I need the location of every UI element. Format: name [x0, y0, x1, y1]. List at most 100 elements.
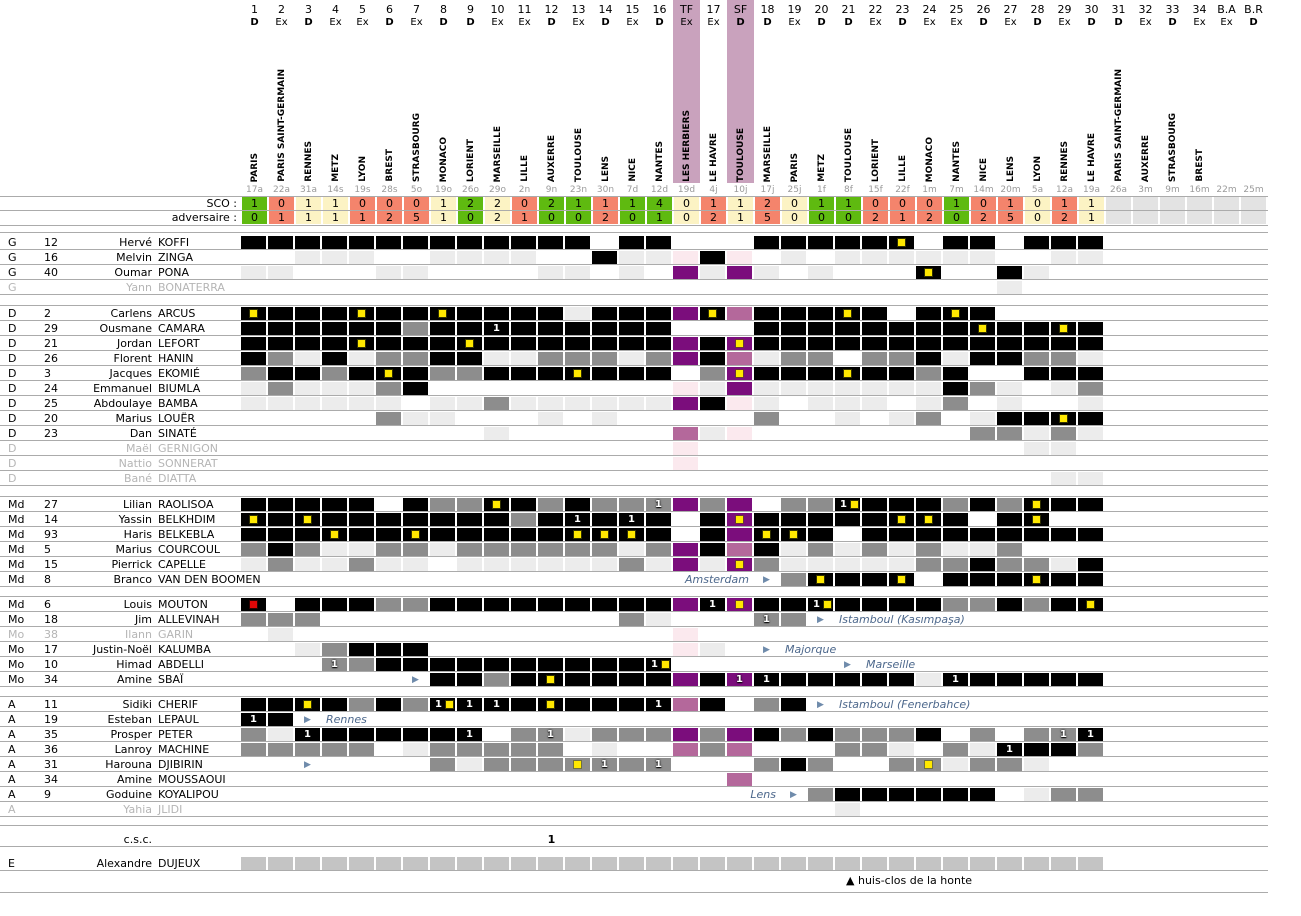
match-cell — [835, 573, 860, 586]
match-cell — [268, 857, 293, 870]
match-type: Ex — [1139, 17, 1152, 28]
match-cell — [808, 528, 833, 541]
match-cell — [592, 397, 617, 410]
match-cell — [754, 322, 779, 335]
match-cell — [1078, 236, 1103, 249]
match-cell — [970, 236, 995, 249]
shirt-number: 34 — [44, 773, 58, 786]
match-cell — [862, 322, 887, 335]
match-cell — [781, 673, 806, 686]
sco-score-cell — [1241, 197, 1266, 210]
match-cell — [295, 528, 320, 541]
match-cell — [376, 513, 401, 526]
match-cell: 1 — [943, 673, 968, 686]
sco-score-cell: 1 — [701, 197, 726, 210]
goal-count: 1 — [763, 614, 770, 625]
player-lastname: CAMARA — [158, 322, 205, 335]
match-number: 3 — [305, 3, 312, 16]
match-cell — [268, 613, 293, 626]
adversaire-row-label: adversaire : — [171, 211, 237, 224]
adversaire-score-cell: 5 — [998, 211, 1023, 224]
opponent-name: LORIENT — [465, 138, 476, 182]
match-cell — [430, 673, 455, 686]
match-cell — [376, 307, 401, 320]
yellow-card-icon — [736, 340, 743, 347]
match-cell — [538, 658, 563, 671]
row-divider — [0, 496, 1268, 497]
match-cell: 1 — [565, 513, 590, 526]
match-cell — [619, 558, 644, 571]
match-cell — [1051, 598, 1076, 611]
opponent-name: MONACO — [924, 136, 935, 182]
match-cell — [700, 337, 725, 350]
player-row: D 21 Jordan LEFORT — [0, 336, 1268, 351]
sco-score-cell: 2 — [539, 197, 564, 210]
match-cell — [889, 598, 914, 611]
match-cell — [943, 236, 968, 249]
opponent-name-wrap: LE HAVRE — [1078, 32, 1105, 182]
position-label: E — [8, 857, 15, 870]
opponent-name: MARSEILLE — [762, 125, 773, 182]
opponent-name: PARIS — [249, 152, 260, 183]
adversaire-score-cell: 2 — [701, 211, 726, 224]
match-type: D — [304, 17, 313, 28]
match-cell — [376, 236, 401, 249]
player-firstname: Amine — [116, 673, 152, 686]
player-row: A Yahia JLIDI — [0, 802, 1268, 817]
match-cell — [835, 673, 860, 686]
match-cell — [295, 367, 320, 380]
opponent-name-wrap: PARIS SAINT-GERMAIN — [268, 32, 295, 182]
opponent-name-wrap: MONACO — [916, 32, 943, 182]
match-cell — [835, 543, 860, 556]
match-type: D — [601, 17, 610, 28]
sco-score-cell: 1 — [323, 197, 348, 210]
goal-count: 1 — [331, 659, 338, 670]
match-cell — [511, 658, 536, 671]
match-cell — [673, 457, 698, 470]
position-label: D — [8, 367, 17, 380]
yellow-card-icon — [547, 676, 554, 683]
match-cell — [943, 397, 968, 410]
match-number: 27 — [1003, 3, 1018, 16]
match-cell — [484, 498, 509, 511]
player-firstname: Sidiki — [122, 698, 152, 711]
match-number: 32 — [1138, 3, 1153, 16]
match-cell — [862, 367, 887, 380]
match-cell — [781, 698, 806, 711]
match-type: Ex — [626, 17, 639, 28]
adversaire-score-cell: 2 — [971, 211, 996, 224]
match-cell — [430, 236, 455, 249]
match-cell — [511, 558, 536, 571]
player-lastname: SONNERAT — [158, 457, 218, 470]
match-cell — [565, 673, 590, 686]
match-cell: 1 — [808, 598, 833, 611]
match-type: Ex — [680, 17, 693, 28]
match-cell — [295, 558, 320, 571]
match-cell — [943, 337, 968, 350]
match-cell — [565, 528, 590, 541]
yellow-card-icon — [925, 269, 932, 276]
player-firstname: Yahia — [123, 803, 152, 816]
match-cell — [241, 598, 266, 611]
match-cell — [565, 598, 590, 611]
match-cell — [403, 236, 428, 249]
player-row: D Bané DIATTA — [0, 471, 1268, 486]
match-date: 25j — [787, 185, 802, 195]
match-cell — [1051, 788, 1076, 801]
match-cell — [349, 251, 374, 264]
match-cell — [268, 528, 293, 541]
match-cell — [268, 728, 293, 741]
player-firstname: Carlens — [110, 307, 152, 320]
match-cell — [457, 673, 482, 686]
player-row: A 31 Harouna DJIBIRIN 1 1 ▶ — [0, 757, 1268, 772]
match-cell — [322, 352, 347, 365]
match-number: 28 — [1030, 3, 1045, 16]
match-number: 6 — [386, 3, 393, 16]
match-cell: 1 — [241, 713, 266, 726]
sco-score-cell: 0 — [971, 197, 996, 210]
match-cell — [889, 337, 914, 350]
player-firstname: Yassin — [118, 513, 152, 526]
match-cell — [376, 397, 401, 410]
match-cell — [970, 528, 995, 541]
adversaire-score-cell — [1106, 211, 1131, 224]
